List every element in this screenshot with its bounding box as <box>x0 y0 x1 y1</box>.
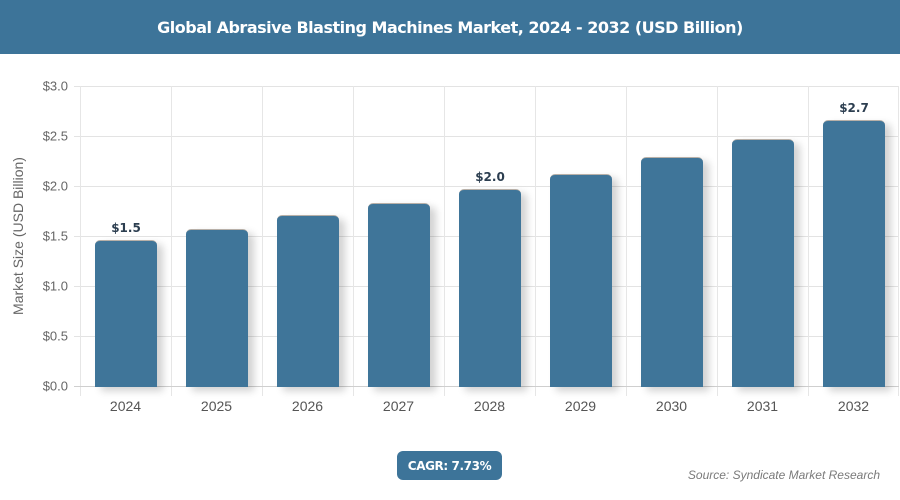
bar-2030[interactable] <box>641 157 703 387</box>
gridline <box>74 136 899 137</box>
plot-area: $1.5 $2.0 $2.7 <box>74 86 899 396</box>
gridline <box>626 86 627 396</box>
cagr-badge: CAGR: 7.73% <box>397 451 502 480</box>
bar-2024[interactable] <box>95 240 157 387</box>
chart-header: Global Abrasive Blasting Machines Market… <box>0 0 900 54</box>
y-tick: $2.5 <box>42 128 68 144</box>
gridline <box>80 86 81 396</box>
gridline <box>353 86 354 396</box>
gridline <box>444 86 445 396</box>
bar-2029[interactable] <box>550 174 612 387</box>
y-tick: $2.0 <box>42 178 68 194</box>
gridline <box>74 86 899 87</box>
gridline <box>171 86 172 396</box>
y-tick: $1.0 <box>42 278 68 294</box>
x-tick: 2027 <box>382 398 415 414</box>
data-label-2024: $1.5 <box>111 221 141 235</box>
data-label-2028: $2.0 <box>475 170 505 184</box>
x-tick: 2028 <box>473 398 506 414</box>
x-tick: 2031 <box>746 398 779 414</box>
gridline <box>535 86 536 396</box>
x-tick: 2030 <box>655 398 688 414</box>
y-tick: $1.5 <box>42 228 68 244</box>
source-note: Source: Syndicate Market Research <box>687 468 880 482</box>
bar-2027[interactable] <box>368 203 430 387</box>
gridline <box>74 186 899 187</box>
gridline <box>262 86 263 396</box>
bar-2025[interactable] <box>186 229 248 387</box>
y-tick: $0.0 <box>42 378 68 394</box>
gridline <box>717 86 718 396</box>
y-tick: $3.0 <box>42 78 68 94</box>
x-tick: 2024 <box>109 398 142 414</box>
bar-2026[interactable] <box>277 215 339 387</box>
gridline <box>898 86 899 396</box>
x-tick: 2032 <box>837 398 870 414</box>
y-tick: $0.5 <box>42 328 68 344</box>
bar-2031[interactable] <box>732 139 794 387</box>
x-tick: 2026 <box>291 398 324 414</box>
x-tick: 2029 <box>564 398 597 414</box>
bar-2032[interactable] <box>823 120 885 387</box>
chart-title: Global Abrasive Blasting Machines Market… <box>157 17 743 37</box>
x-tick: 2025 <box>200 398 233 414</box>
data-label-2032: $2.7 <box>839 101 869 115</box>
bar-2028[interactable] <box>459 189 521 387</box>
gridline <box>808 86 809 396</box>
